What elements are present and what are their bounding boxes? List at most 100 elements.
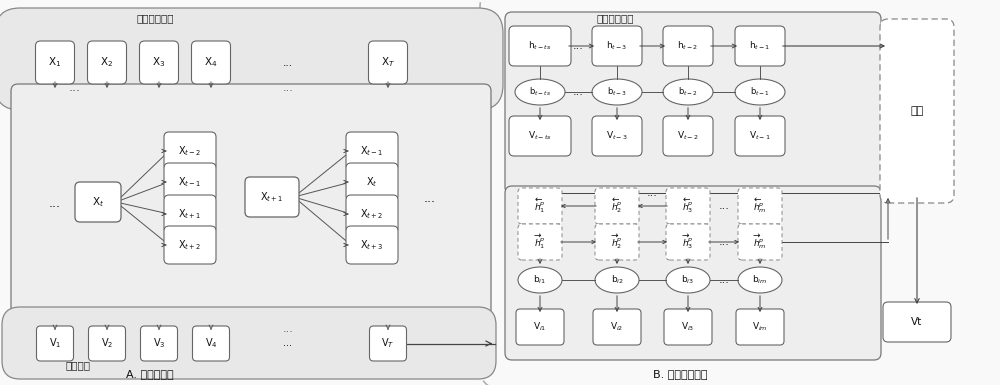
FancyBboxPatch shape <box>140 326 178 361</box>
Text: V$_1$: V$_1$ <box>49 336 61 350</box>
Text: b$_{i1}$: b$_{i1}$ <box>533 274 547 286</box>
FancyBboxPatch shape <box>164 195 216 233</box>
FancyBboxPatch shape <box>0 8 503 110</box>
Text: 设备向量: 设备向量 <box>66 360 90 370</box>
FancyBboxPatch shape <box>592 116 642 156</box>
Text: X$_{t+2}$: X$_{t+2}$ <box>178 238 202 252</box>
Text: V$_{t-3}$: V$_{t-3}$ <box>606 130 628 142</box>
Text: X$_{t+1}$: X$_{t+1}$ <box>260 190 284 204</box>
FancyBboxPatch shape <box>663 116 713 156</box>
Text: b$_{t-1}$: b$_{t-1}$ <box>750 86 770 98</box>
FancyBboxPatch shape <box>480 0 1000 385</box>
Text: $\overrightarrow{h}_m^p$: $\overrightarrow{h}_m^p$ <box>753 233 767 251</box>
Ellipse shape <box>666 267 710 293</box>
FancyBboxPatch shape <box>738 188 782 224</box>
Text: V$_{i2}$: V$_{i2}$ <box>610 321 624 333</box>
Text: V$_{t-2}$: V$_{t-2}$ <box>677 130 699 142</box>
FancyBboxPatch shape <box>37 326 74 361</box>
Text: X$_{t-2}$: X$_{t-2}$ <box>178 144 202 158</box>
Text: X$_3$: X$_3$ <box>152 55 166 69</box>
Ellipse shape <box>595 267 639 293</box>
FancyBboxPatch shape <box>738 224 782 260</box>
Text: b$_{t-3}$: b$_{t-3}$ <box>607 86 627 98</box>
Text: V$_2$: V$_2$ <box>101 336 113 350</box>
FancyBboxPatch shape <box>595 188 639 224</box>
Text: ...: ... <box>647 188 658 198</box>
Ellipse shape <box>738 267 782 293</box>
FancyBboxPatch shape <box>516 309 564 345</box>
FancyBboxPatch shape <box>592 26 642 66</box>
FancyBboxPatch shape <box>663 26 713 66</box>
Text: X$_t$: X$_t$ <box>92 195 104 209</box>
Text: X$_{t+1}$: X$_{t+1}$ <box>178 207 202 221</box>
Ellipse shape <box>735 79 785 105</box>
Text: X$_1$: X$_1$ <box>48 55 62 69</box>
Ellipse shape <box>592 79 642 105</box>
Text: ...: ... <box>424 191 436 204</box>
Text: V$_3$: V$_3$ <box>153 336 165 350</box>
FancyBboxPatch shape <box>505 12 881 194</box>
Text: V$_{t-1}$: V$_{t-1}$ <box>749 130 771 142</box>
FancyBboxPatch shape <box>140 41 178 84</box>
Text: X$_4$: X$_4$ <box>204 55 218 69</box>
FancyBboxPatch shape <box>736 309 784 345</box>
Text: X$_{t+2}$: X$_{t+2}$ <box>360 207 384 221</box>
Text: b$_{im}$: b$_{im}$ <box>752 274 768 286</box>
Text: ...: ... <box>573 87 584 97</box>
FancyBboxPatch shape <box>595 224 639 260</box>
Text: Vt: Vt <box>911 317 923 327</box>
Text: A. 神经项嵌入: A. 神经项嵌入 <box>126 369 174 379</box>
Text: ...: ... <box>69 80 81 94</box>
Text: $\overrightarrow{h}_2^p$: $\overrightarrow{h}_2^p$ <box>611 233 623 251</box>
Text: 预测: 预测 <box>910 106 924 116</box>
Text: ...: ... <box>573 41 584 51</box>
Text: ...: ... <box>719 201 729 211</box>
FancyBboxPatch shape <box>664 309 712 345</box>
Text: b$_{t-ts}$: b$_{t-ts}$ <box>529 86 551 98</box>
FancyBboxPatch shape <box>505 186 881 360</box>
FancyBboxPatch shape <box>666 224 710 260</box>
FancyBboxPatch shape <box>88 41 127 84</box>
Text: $\overleftarrow{h}_3^p$: $\overleftarrow{h}_3^p$ <box>682 197 694 215</box>
Text: V$_{t-ts}$: V$_{t-ts}$ <box>528 130 552 142</box>
Text: $\overrightarrow{h}_1^p$: $\overrightarrow{h}_1^p$ <box>534 233 546 251</box>
FancyBboxPatch shape <box>346 195 398 233</box>
Text: ...: ... <box>719 275 729 285</box>
FancyBboxPatch shape <box>192 326 230 361</box>
FancyBboxPatch shape <box>11 84 491 336</box>
Text: 相互作用序列: 相互作用序列 <box>136 13 174 23</box>
FancyBboxPatch shape <box>164 132 216 170</box>
FancyBboxPatch shape <box>2 307 496 379</box>
FancyBboxPatch shape <box>164 226 216 264</box>
Text: V$_T$: V$_T$ <box>381 336 395 350</box>
Text: X$_t$: X$_t$ <box>366 175 378 189</box>
FancyBboxPatch shape <box>666 188 710 224</box>
Text: V$_{i1}$: V$_{i1}$ <box>533 321 547 333</box>
FancyBboxPatch shape <box>735 116 785 156</box>
Text: X$_2$: X$_2$ <box>100 55 114 69</box>
Text: V$_{im}$: V$_{im}$ <box>752 321 768 333</box>
Text: b$_{t-2}$: b$_{t-2}$ <box>678 86 698 98</box>
Text: B. 辨别行为学习: B. 辨别行为学习 <box>653 369 707 379</box>
FancyBboxPatch shape <box>75 182 121 222</box>
FancyBboxPatch shape <box>88 326 126 361</box>
FancyBboxPatch shape <box>509 116 571 156</box>
Text: V$_{i3}$: V$_{i3}$ <box>681 321 695 333</box>
Text: ...: ... <box>49 196 61 209</box>
Text: ...: ... <box>283 83 293 93</box>
Text: ...: ... <box>283 324 293 334</box>
FancyBboxPatch shape <box>368 41 408 84</box>
Text: 会话行为学习: 会话行为学习 <box>596 13 634 23</box>
FancyBboxPatch shape <box>518 188 562 224</box>
Text: h$_{t-3}$: h$_{t-3}$ <box>606 40 628 52</box>
Text: X$_{t-1}$: X$_{t-1}$ <box>178 175 202 189</box>
Text: ...: ... <box>284 338 292 348</box>
Text: h$_{t-1}$: h$_{t-1}$ <box>749 40 771 52</box>
FancyBboxPatch shape <box>346 132 398 170</box>
Text: $\overleftarrow{h}_2^p$: $\overleftarrow{h}_2^p$ <box>611 197 623 215</box>
Ellipse shape <box>515 79 565 105</box>
Text: h$_{t-2}$: h$_{t-2}$ <box>677 40 699 52</box>
FancyBboxPatch shape <box>883 302 951 342</box>
Text: X$_{t-1}$: X$_{t-1}$ <box>360 144 384 158</box>
Text: X$_{t+3}$: X$_{t+3}$ <box>360 238 384 252</box>
